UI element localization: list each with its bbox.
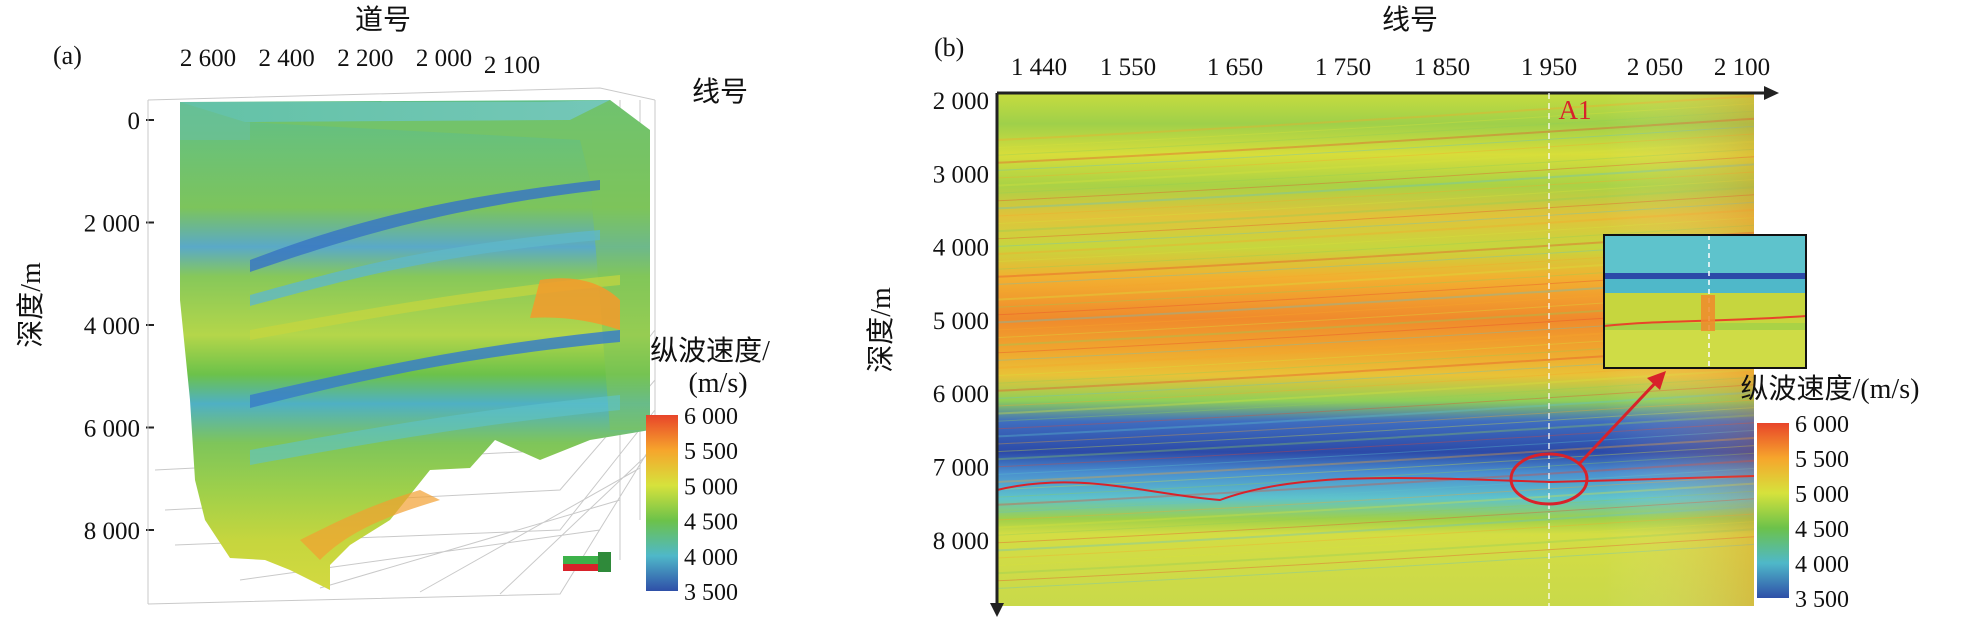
panel-a-trace-tick: 2 200 xyxy=(337,45,393,72)
panel-a-trace-tick: 2 400 xyxy=(259,45,315,72)
panel-a-trace-axis-title: 道号 xyxy=(355,4,411,36)
panel-b-line-tick: 1 750 xyxy=(1315,54,1371,81)
panel-b-depth-tick: 2 000 xyxy=(933,88,989,115)
panel-b-depth-tick: 6 000 xyxy=(933,381,989,408)
panel-a-orientation-marker xyxy=(563,552,611,572)
panel-b-colorbar xyxy=(1757,423,1789,598)
panel-b-line-ticks: 1 440 1 550 1 650 1 750 1 850 1 950 2 050 2 100 xyxy=(1011,54,1770,81)
panel-b-depth-tick: 8 000 xyxy=(933,528,989,555)
panel-b-colorbar-tick: 6 000 xyxy=(1795,412,1849,438)
panel-b-depth-tick: 7 000 xyxy=(933,455,989,482)
panel-a-trace-tick: 2 600 xyxy=(180,45,236,72)
panel-a-colorbar-tick: 5 500 xyxy=(684,439,738,465)
panel-b-line-tick: 1 850 xyxy=(1414,54,1470,81)
panel-a-trace-tick: 2 000 xyxy=(416,45,472,72)
panel-a-depth-tick: 0 xyxy=(128,108,141,135)
panel-b-colorbar-tick: 5 500 xyxy=(1795,447,1849,473)
panel-a-depth-tick: 2 000 xyxy=(84,211,140,238)
panel-b-colorbar-title: 纵波速度/(m/s) xyxy=(1741,373,1920,405)
panel-b-colorbar-tick: 5 000 xyxy=(1795,482,1849,508)
panel-b-depth-axis-title: 深度/m xyxy=(865,287,897,373)
panel-b-line-tick: 1 650 xyxy=(1207,54,1263,81)
panel-a-colorbar-title-1: 纵波速度/ xyxy=(650,335,770,367)
panel-b-well-label: A1 xyxy=(1559,95,1592,125)
panel-b-callout-arrow xyxy=(1577,376,1662,466)
panel-b-depth-tick: 4 000 xyxy=(933,235,989,262)
panel-b-depth-tick: 3 000 xyxy=(933,161,989,188)
panel-b-line-tick: 1 440 xyxy=(1011,54,1067,81)
panel-a-depth-axis-title: 深度/m xyxy=(15,262,47,348)
panel-b-axes xyxy=(990,86,1779,617)
panel-a-colorbar-tick: 4 500 xyxy=(684,510,738,536)
panel-a-colorbar-ticks: 6 000 5 500 5 000 4 500 4 000 3 500 xyxy=(684,404,738,606)
panel-b-line-tick: 2 050 xyxy=(1627,54,1683,81)
panel-b-line-tick: 1 950 xyxy=(1521,54,1577,81)
panel-a-colorbar-tick: 4 000 xyxy=(684,545,738,571)
panel-b-colorbar-tick: 4 500 xyxy=(1795,517,1849,543)
panel-b: (b) 线号 1 440 1 550 1 650 1 750 1 850 1 950 2 0… xyxy=(865,4,1919,617)
panel-b-line-tick: 1 550 xyxy=(1100,54,1156,81)
panel-b-colorbar-tick: 4 000 xyxy=(1795,552,1849,578)
panel-b-line-tick: 2 100 xyxy=(1714,54,1770,81)
panel-b-inset xyxy=(1603,234,1807,369)
panel-b-line-axis-title: 线号 xyxy=(1382,4,1438,36)
panel-b-depth-ticks: 2 000 3 000 4 000 5 000 6 000 7 000 8 000 xyxy=(933,88,989,555)
panel-a-colorbar-tick: 6 000 xyxy=(684,404,738,430)
panel-a-label: (a) xyxy=(53,41,82,70)
panel-b-colorbar-tick: 3 500 xyxy=(1795,587,1849,613)
panel-a-depth-ticks: 0 2 000 4 000 6 000 8 000 xyxy=(84,108,154,545)
panel-a-colorbar-title-2: (m/s) xyxy=(688,368,747,399)
panel-a: (a) 道号 2 600 2 400 2 200 2 000 2 100 线号 深度/… xyxy=(15,4,770,606)
panel-b-colorbar-ticks: 6 000 5 500 5 000 4 500 4 000 3 500 xyxy=(1795,412,1849,613)
panel-a-velocity-cube xyxy=(180,100,650,590)
panel-a-depth-tick: 8 000 xyxy=(84,518,140,545)
panel-b-label: (b) xyxy=(934,33,964,62)
panel-a-line-axis-title: 线号 xyxy=(692,76,748,108)
panel-a-trace-ticks: 2 600 2 400 2 200 2 000 xyxy=(180,45,472,72)
panel-b-depth-tick: 5 000 xyxy=(933,308,989,335)
panel-a-depth-tick: 6 000 xyxy=(84,416,140,443)
panel-b-callout-arrowhead xyxy=(1647,371,1666,390)
panel-a-depth-tick: 4 000 xyxy=(84,313,140,340)
panel-a-colorbar xyxy=(646,415,678,591)
panel-a-colorbar-tick: 3 500 xyxy=(684,580,738,606)
panel-b-highlight-ellipse xyxy=(1509,452,1589,506)
panel-a-colorbar-tick: 5 000 xyxy=(684,474,738,500)
panel-a-line-tick: 2 100 xyxy=(484,52,540,79)
